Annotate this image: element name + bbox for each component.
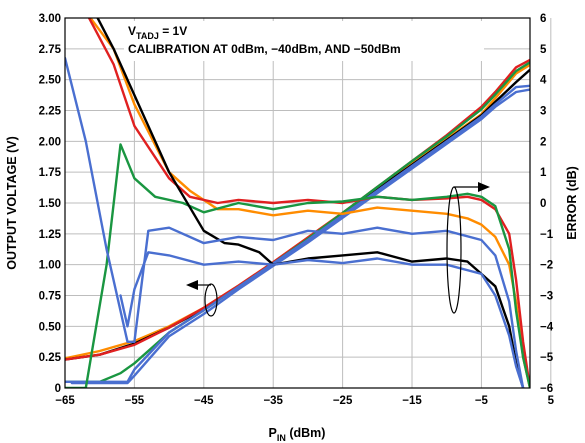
x-tick-label: −5 (475, 395, 489, 407)
y2-tick-label: 1 (540, 167, 547, 179)
y-tick-label: 2.25 (39, 106, 62, 118)
annotation-calibration: CALIBRATION AT 0dBm, −40dBm, AND −50dBm (128, 42, 401, 56)
x-tick-label: −45 (194, 395, 214, 407)
series-line-error-10 (65, 56, 525, 388)
y2-tick-label: 6 (540, 13, 546, 25)
y-tick-label: 0.50 (39, 321, 61, 333)
y-axis-label: OUTPUT VOLTAGE (V) (5, 136, 19, 270)
y2-tick-label: −4 (540, 321, 554, 333)
annotation-background (124, 21, 484, 61)
y-tick-label: 1.25 (39, 229, 62, 241)
y-tick-label: 1.00 (39, 260, 61, 272)
x-tick-label: −55 (125, 395, 145, 407)
y2-tick-label: 2 (540, 136, 546, 148)
series-line-error-6 (88, 18, 530, 388)
x-tick-label: −25 (333, 395, 353, 407)
y-tick-label: 1.50 (39, 198, 61, 210)
y-tick-label: 1.75 (39, 167, 62, 179)
right-axis-indicator (446, 182, 490, 314)
x-tick-label: 5 (548, 395, 555, 407)
y2-tick-label: −6 (540, 383, 553, 395)
y2-axis-label: ERROR (dB) (565, 166, 579, 240)
annotation-vtadj: VTADJ = 1V (128, 24, 187, 41)
series-line-error-9 (96, 18, 525, 388)
x-tick-label: −35 (263, 395, 283, 407)
y2-tick-label: −2 (540, 260, 553, 272)
x-tick-label: −65 (55, 395, 75, 407)
y2-tick-label: 3 (540, 106, 546, 118)
y2-tick-label: 5 (540, 44, 547, 56)
right-axis-indicator-arrowhead (478, 182, 490, 192)
y2-tick-label: 4 (540, 75, 547, 87)
y-tick-label: 2.75 (39, 44, 62, 56)
series-line-voltage-4 (65, 84, 530, 383)
y-tick-label: 0.75 (39, 291, 62, 303)
x-tick-label: −15 (402, 395, 422, 407)
left-axis-indicator-loop (204, 283, 218, 317)
y-tick-label: 2.00 (39, 136, 61, 148)
y2-tick-label: 0 (540, 198, 546, 210)
y-tick-label: 3.00 (39, 13, 61, 25)
y-tick-label: 0.25 (39, 352, 62, 364)
series-line-error-8 (65, 143, 530, 388)
series-group (65, 18, 530, 388)
y2-tick-label: −1 (540, 229, 554, 241)
x-axis-label: PIN (dBm) (269, 426, 326, 443)
y-tick-label: 0 (55, 383, 61, 395)
y-tick-label: 2.50 (39, 75, 61, 87)
plot-frame (64, 17, 531, 389)
y2-tick-label: −5 (540, 352, 554, 364)
left-axis-indicator (186, 280, 218, 317)
tick-labels: −65 −55 −45 −35 −25 −15 −5 500.250.500.751.001.… (39, 13, 555, 407)
left-axis-indicator-arrowhead (186, 280, 198, 290)
y2-tick-label: −3 (540, 291, 553, 303)
series-line-voltage-5 (70, 88, 530, 385)
series-line-error-11 (119, 251, 525, 388)
